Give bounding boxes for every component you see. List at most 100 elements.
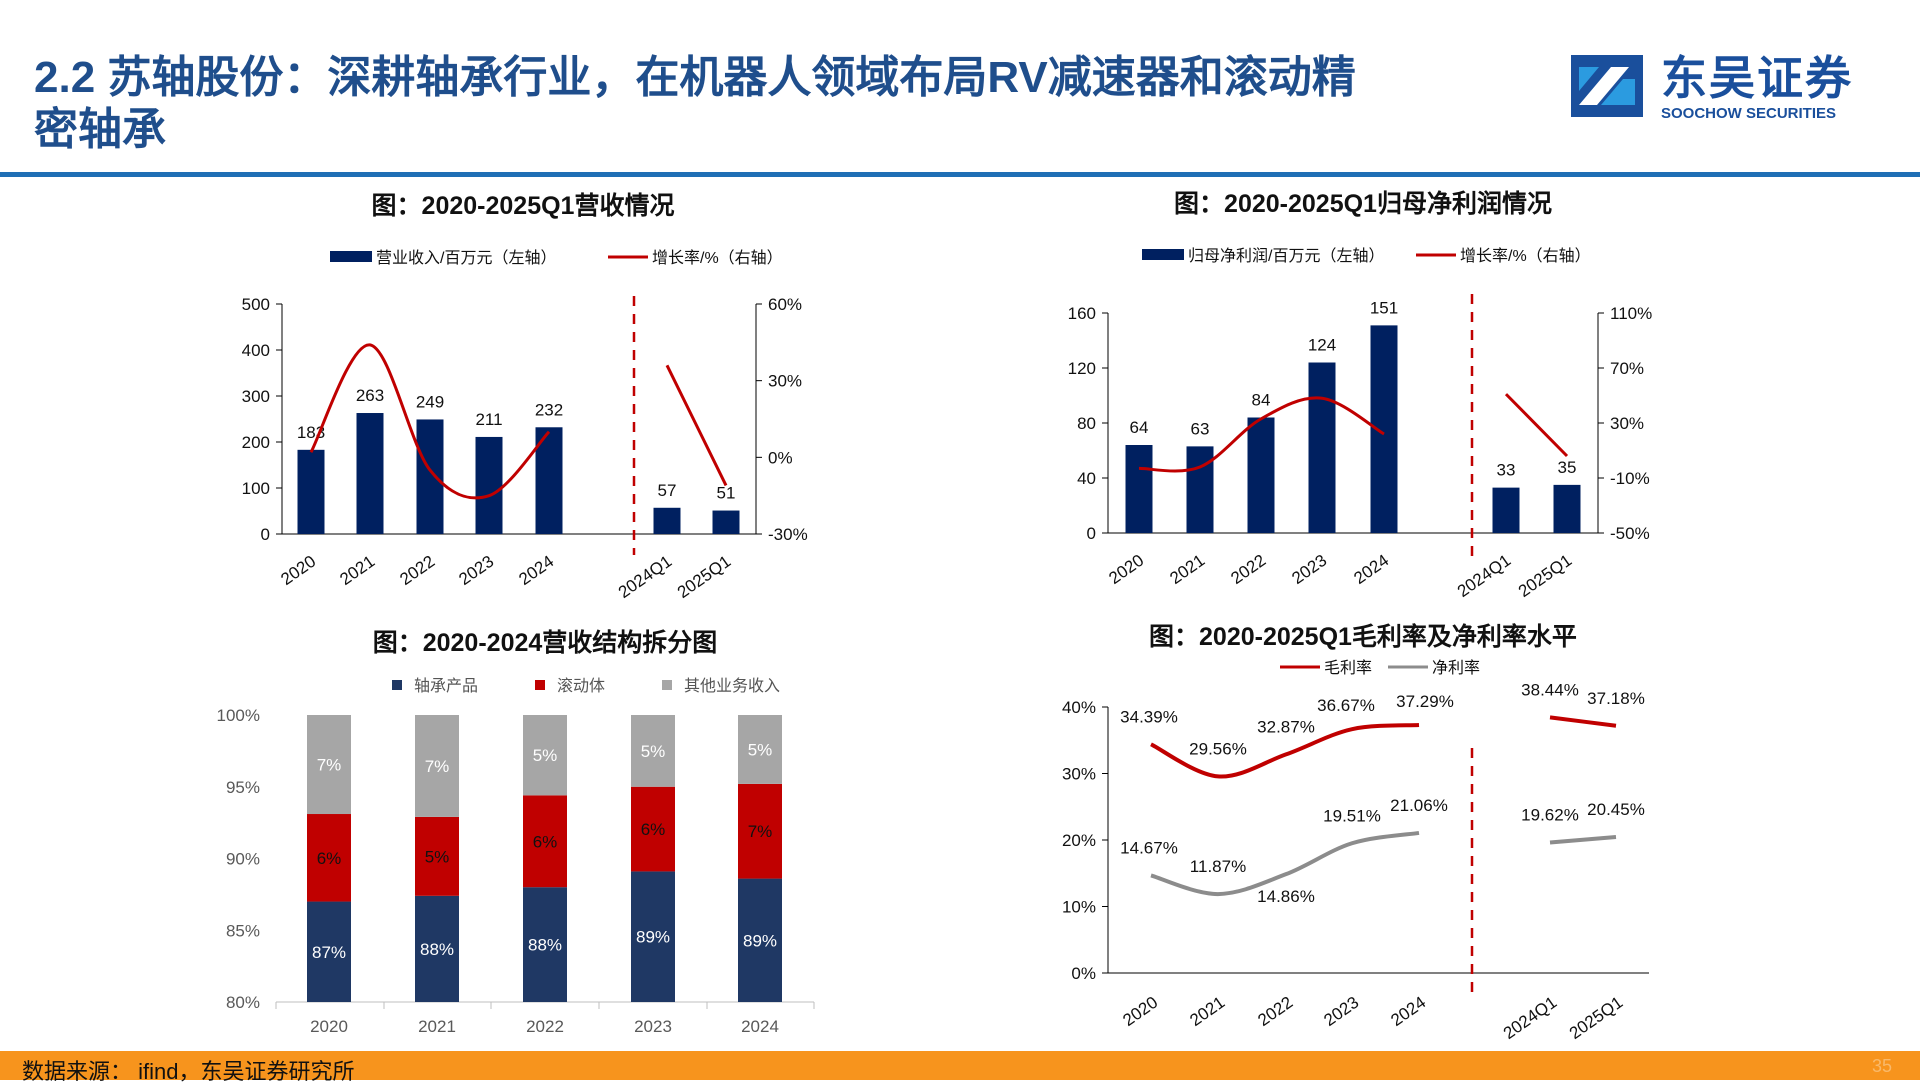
category-label: 2020 [277, 552, 319, 589]
segment-其他业务收入 [523, 715, 567, 796]
logo-text-cn: 东吴证券 [1661, 52, 1853, 104]
legend-swatch-2 [662, 680, 672, 690]
segment-label: 7% [425, 757, 450, 776]
left-tick-label: 100 [242, 479, 270, 498]
bar-2023 [1308, 362, 1336, 533]
chart-title: 图：2020-2025Q1营收情况 [372, 192, 675, 220]
left-tick-label: 400 [242, 341, 270, 360]
bar-2024Q1 [1492, 487, 1520, 533]
bar-value-label: 35 [1558, 458, 1577, 477]
category-label: 2024Q1 [1454, 551, 1514, 601]
segment-label: 5% [748, 740, 773, 759]
segment-轴承产品 [523, 887, 567, 1002]
chart-title: 图：2020-2024营收结构拆分图 [373, 629, 718, 657]
category-label: 2020 [1105, 551, 1147, 588]
left-tick-label: 200 [242, 433, 270, 452]
segment-轴承产品 [631, 871, 675, 1002]
legend-label: 滚动体 [557, 677, 605, 695]
header-divider [0, 172, 1920, 177]
category-label: 2022 [1227, 551, 1269, 588]
y-tick-label: 80% [226, 993, 260, 1012]
category-label: 2023 [1288, 551, 1330, 588]
legend-label: 其他业务收入 [684, 677, 780, 695]
chart-title: 图：2020-2025Q1归母净利润情况 [1174, 189, 1552, 218]
legend-bar-label: 归母净利润/百万元（左轴） [1188, 247, 1384, 265]
soochow-logo: 东吴证券 SOOCHOW SECURITIES [1571, 55, 1861, 125]
category-label: 2024 [1387, 993, 1429, 1030]
category-label: 2021 [336, 552, 378, 589]
right-tick-label: 30% [1610, 414, 1644, 433]
segment-label: 5% [533, 746, 558, 765]
segment-label: 88% [528, 936, 562, 955]
category-label: 2024 [1350, 551, 1392, 588]
growth-line-quarterly [665, 364, 728, 487]
category-label: 2023 [1320, 993, 1362, 1030]
segment-label: 87% [312, 943, 346, 962]
bar-value-label: 33 [1497, 461, 1516, 480]
segment-其他业务收入 [307, 715, 351, 815]
left-tick-label: 80 [1077, 414, 1096, 433]
logo-text-en: SOOCHOW SECURITIES [1661, 105, 1837, 122]
left-tick-label: 0 [1087, 524, 1096, 543]
segment-label: 6% [641, 820, 666, 839]
bar-2025Q1 [712, 510, 740, 534]
y-tick-label: 40% [1062, 698, 1096, 717]
data-label: 29.56% [1189, 739, 1247, 758]
bar-value-label: 51 [717, 484, 736, 503]
left-tick-label: 300 [242, 387, 270, 406]
legend-net-label: 净利率 [1432, 659, 1480, 677]
bar-2020 [1125, 445, 1153, 533]
category-label: 2025Q1 [1566, 993, 1626, 1043]
legend-label: 轴承产品 [414, 677, 478, 695]
page-title-line1: 2.2 苏轴股份：深耕轴承行业，在机器人领域布局RV减速器和滚动精 [34, 53, 1356, 102]
legend-bar-swatch [1142, 249, 1184, 260]
category-label: 2021 [1166, 551, 1208, 588]
left-tick-label: 0 [261, 525, 270, 544]
category-label: 2020 [1119, 993, 1161, 1030]
category-label: 2024 [741, 1017, 779, 1036]
segment-其他业务收入 [631, 715, 675, 787]
right-tick-label: 110% [1610, 304, 1652, 323]
bar-value-label: 249 [416, 392, 444, 411]
growth-line-quarterly [1504, 393, 1569, 458]
bar-2023 [475, 436, 503, 534]
segment-其他业务收入 [738, 715, 782, 784]
segment-轴承产品 [307, 901, 351, 1002]
segment-轴承产品 [738, 878, 782, 1002]
segment-label: 89% [636, 928, 670, 947]
bar-value-label: 263 [356, 386, 384, 405]
bar-2021 [356, 413, 384, 534]
category-label: 2024Q1 [615, 552, 675, 602]
category-label: 2022 [526, 1017, 564, 1036]
segment-label: 6% [533, 832, 558, 851]
growth-line-annual [309, 343, 551, 500]
segment-label: 7% [317, 756, 342, 775]
legend-bar-swatch [330, 251, 372, 262]
right-tick-label: 0% [768, 448, 793, 467]
right-tick-label: -30% [768, 525, 808, 544]
segment-label: 89% [743, 931, 777, 950]
data-label: 14.67% [1120, 838, 1178, 857]
right-tick-label: -10% [1610, 469, 1650, 488]
y-tick-label: 100% [217, 706, 260, 725]
bar-value-label: 64 [1130, 418, 1149, 437]
y-tick-label: 95% [226, 778, 260, 797]
line-净利率-quarterly [1549, 835, 1617, 845]
soochow-logo-mark-icon [1571, 55, 1643, 117]
left-tick-label: 120 [1068, 359, 1096, 378]
legend-swatch-0 [392, 680, 402, 690]
category-label: 2023 [455, 552, 497, 589]
data-label: 32.87% [1257, 717, 1315, 736]
y-tick-label: 30% [1062, 765, 1096, 784]
legend-bar-label: 营业收入/百万元（左轴） [376, 249, 556, 267]
y-tick-label: 85% [226, 921, 260, 940]
right-tick-label: 30% [768, 372, 802, 391]
data-label: 14.86% [1257, 887, 1315, 906]
line-净利率-annual [1150, 830, 1420, 897]
segment-label: 7% [748, 822, 773, 841]
bar-value-label: 84 [1252, 391, 1271, 410]
bar-2022 [1247, 417, 1275, 533]
data-source: 数据来源： ifind，东吴证券研究所 [22, 1059, 355, 1084]
bar-value-label: 232 [535, 400, 563, 419]
